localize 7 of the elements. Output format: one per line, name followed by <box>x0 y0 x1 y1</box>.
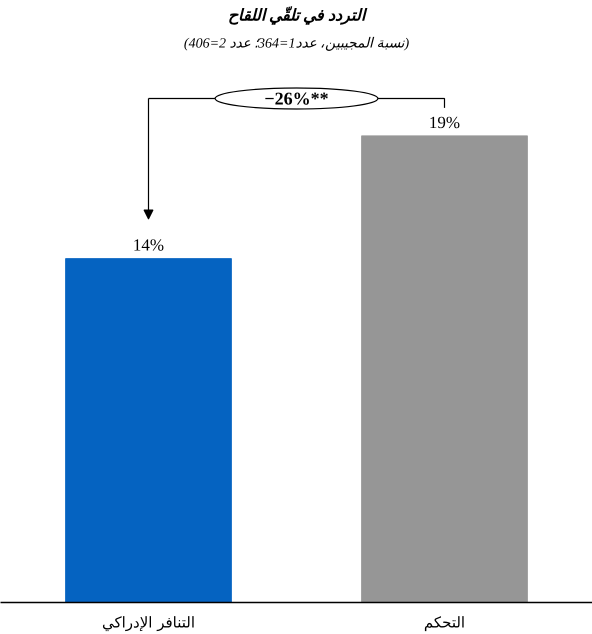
x-tick-label: التنافر الإدراكي <box>102 614 196 632</box>
chart-subtitle: (نسبة المجيبين، عدد1=364؛ عدد 2=406) <box>184 36 410 52</box>
chart-title: التردد في تلقّي اللقاح <box>228 6 368 26</box>
text: −26%** <box>264 88 329 108</box>
data-label: 14% <box>132 236 164 255</box>
x-tick-label: التحكم <box>424 614 466 632</box>
data-label: 19% <box>428 112 460 132</box>
